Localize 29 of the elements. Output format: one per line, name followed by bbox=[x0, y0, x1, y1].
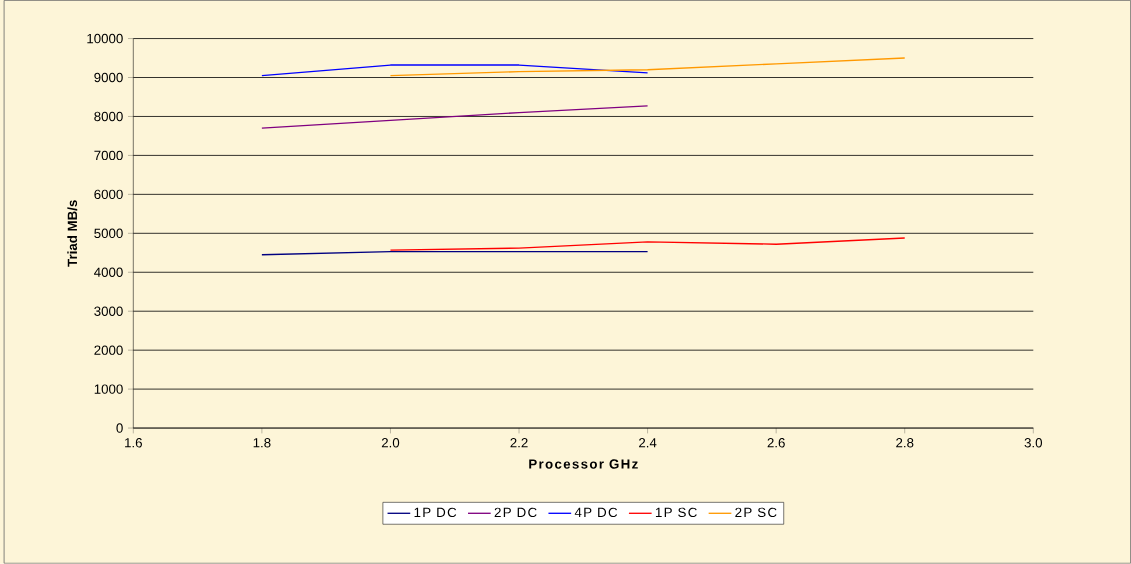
y-tick-label: 2000 bbox=[94, 345, 123, 356]
y-tick-label: 6000 bbox=[94, 189, 123, 200]
x-tick-label: 1.8 bbox=[253, 438, 271, 448]
line-series bbox=[389, 57, 906, 77]
x-tick-label: 2.6 bbox=[767, 438, 785, 448]
legend-label: 4P DC bbox=[574, 507, 618, 518]
legend-label: 1P DC bbox=[414, 507, 457, 518]
y-tick-label: 7000 bbox=[94, 150, 123, 161]
legend-label: 2P SC bbox=[735, 507, 777, 518]
x-tick-label: 2.2 bbox=[510, 438, 528, 448]
line-series bbox=[261, 105, 649, 129]
y-axis-title: Triad MB/s bbox=[67, 200, 78, 267]
y-tick-label: 5000 bbox=[94, 228, 123, 239]
y-tick-label: 4000 bbox=[94, 267, 123, 278]
y-tick-label: 3000 bbox=[94, 306, 123, 317]
x-tick-label: 2.0 bbox=[381, 438, 400, 448]
y-tick-label: 1000 bbox=[94, 384, 123, 394]
legend-label: 2P DC bbox=[494, 507, 537, 518]
y-tick-label: 0 bbox=[116, 423, 123, 433]
x-tick-label: 1.6 bbox=[125, 438, 142, 448]
line-series bbox=[389, 237, 906, 251]
y-tick-label: 9000 bbox=[94, 72, 123, 83]
x-tick-label: 2.8 bbox=[896, 438, 914, 448]
y-tick-label: 8000 bbox=[94, 111, 123, 122]
y-tick-label: 10000 bbox=[87, 34, 123, 44]
x-axis-title: Processor GHz bbox=[529, 459, 638, 469]
x-tick-label: 2.4 bbox=[639, 438, 657, 448]
x-tick-label: 3.0 bbox=[1024, 438, 1043, 448]
legend-label: 1P SC bbox=[655, 507, 697, 518]
